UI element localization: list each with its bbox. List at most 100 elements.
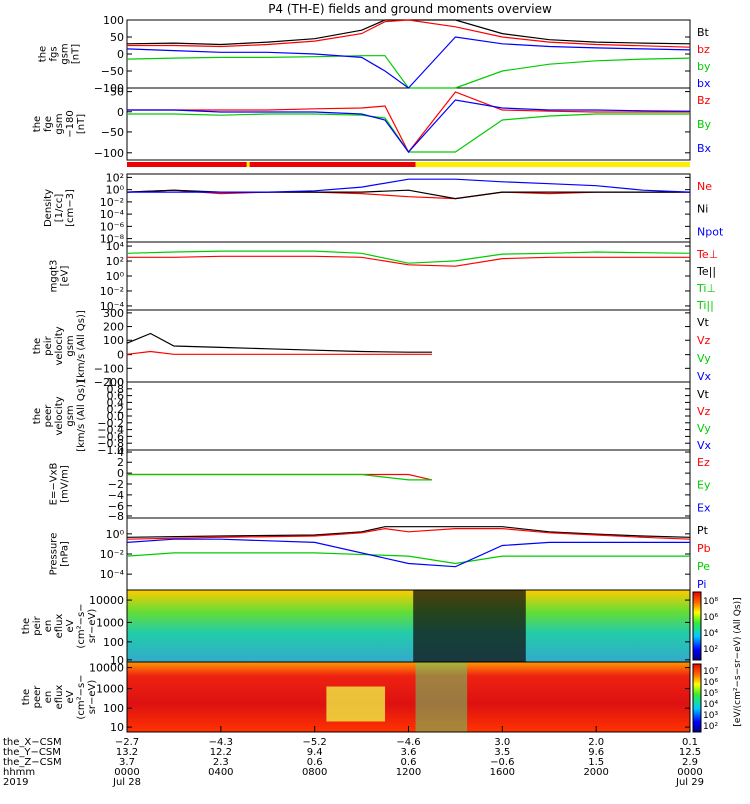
y-tick-label: 10 (110, 654, 124, 667)
y-tick-label: 1000 (96, 616, 124, 629)
y-tick-label: 10⁻⁴ (100, 568, 125, 581)
series-line-Npot (127, 178, 691, 193)
legend-entry: Bz (697, 94, 711, 107)
y-tick-label: 1000 (96, 683, 124, 696)
spectrogram-dark-region (413, 590, 526, 662)
legend-entry: Vt (697, 316, 710, 329)
legend-entry: Bt (697, 26, 710, 39)
y-tick-label: 10⁻⁸ (100, 233, 125, 246)
y-tick-label: 4 (117, 446, 124, 459)
y-tick-label: 10 (110, 721, 124, 734)
y-tick-label: −0.6 (97, 430, 124, 443)
y-tick-label: −6 (108, 500, 124, 513)
y-tick-label: −0.4 (97, 424, 124, 437)
y-tick-label: 10000 (89, 662, 124, 675)
series-line-Ti⊥ (126, 250, 691, 264)
y-axis-label-line: the (38, 46, 49, 62)
legend-entry: Ne (697, 180, 712, 193)
colorbar-top (692, 591, 702, 661)
spectrogram-green-region (415, 662, 468, 732)
y-tick-label: 10² (106, 171, 124, 184)
y-tick-label: 10⁻⁴ (100, 300, 125, 313)
panel-fgs: 100 50 0 −50 −100 thefgsgsm[nT] Bt bz by bx (38, 14, 711, 95)
y-axis-label-line: [km/s (All Qs)] (76, 310, 87, 382)
legend-entry: By (697, 118, 712, 131)
x-tick-label: Jul 29 (675, 777, 704, 788)
legend-entry: Pb (697, 542, 711, 555)
spectrogram-yellow-region (326, 686, 386, 722)
series-line-Te⊥ (127, 255, 690, 267)
colorbar-tick-label: 10² (703, 722, 718, 732)
y-tick-label: 200 (103, 321, 124, 334)
y-tick-label: −0.8 (97, 437, 124, 450)
x-tick-label: 0.6 (307, 757, 323, 768)
y-axis-label-line: sr−eV) (87, 609, 98, 644)
y-tick-label: 0 (117, 106, 124, 119)
x-tick-label: 2.0 (588, 737, 604, 748)
colorbar-tick-label: 10² (703, 645, 718, 655)
legend-entry: Vt (697, 388, 710, 401)
series-line-Bz (127, 91, 690, 154)
legend-entry: Ti⊥ (696, 282, 716, 295)
y-tick-label: −50 (101, 126, 124, 139)
y-axis-label-line: peir (43, 335, 54, 355)
y-axis-label: thefgsgsm[nT] (38, 43, 82, 64)
x-row-label: the_X−CSM (3, 737, 62, 748)
y-axis-label-line: sr−eV) (87, 680, 98, 715)
y-tick-label: 100 (103, 334, 124, 347)
y-tick-label: −4 (108, 489, 124, 502)
x-tick-label: 3.5 (494, 747, 510, 758)
series-line-Pt (126, 526, 691, 538)
y-axis-label-line: the (32, 338, 43, 354)
series-line-Vz (126, 350, 432, 355)
x-tick-label: 3.0 (494, 737, 510, 748)
y-axis-label-line: gsm (54, 113, 65, 134)
legend-entry: Ti|| (696, 299, 714, 312)
x-tick-label: −4.3 (209, 737, 233, 748)
panel-frame (126, 309, 691, 383)
x-tick-label: 0000 (677, 767, 702, 778)
y-axis-label-line: mgqt3 (49, 260, 60, 293)
y-axis-label-line: E=−VxB (49, 463, 60, 506)
colorbar-tick-label: 10⁷ (703, 667, 718, 677)
y-axis-label-line: [mV/m] (60, 465, 71, 503)
y-axis-label: mgqt3[eV] (49, 260, 71, 293)
y-tick-label: −1.0 (97, 444, 124, 457)
y-tick-label: 100 (103, 14, 124, 27)
panel-efield: 420−2−4−6−8 E=−VxB[mV/m] Ez Ey Ex (49, 446, 711, 523)
y-axis-label-line: eV (65, 690, 76, 703)
legend-entry: Vy (697, 352, 711, 365)
y-tick-label: −100 (94, 362, 124, 375)
legend-entry: by (697, 60, 711, 73)
y-axis-label-line: fgs (49, 46, 60, 61)
y-axis-label-line: (cm²−s− (76, 603, 87, 648)
y-tick-label: 10⁰ (106, 184, 125, 197)
y-axis-label: thefgegsm−180[nT] (32, 110, 87, 137)
x-tick-label: 1600 (490, 767, 515, 778)
y-tick-label: 10⁰ (106, 270, 125, 283)
y-tick-label: 300 (103, 307, 124, 320)
y-tick-label: 10⁻⁴ (100, 208, 125, 221)
y-axis-label-line: peir (32, 615, 43, 635)
y-axis-label-line: −180 (65, 110, 76, 137)
series-line-Pi (126, 538, 690, 568)
y-tick-label: −8 (108, 510, 124, 523)
panel-peer_vel: 1.00.80.60.40.20.0−0.2−0.4−0.6−0.8−1.0 th… (32, 376, 712, 457)
plot-title: P4 (TH-E) fields and ground moments over… (268, 2, 552, 16)
y-tick-label: 10⁻⁶ (100, 220, 125, 233)
colorbar-tick-label: 10⁶ (703, 613, 718, 623)
y-axis-label-line: peer (43, 404, 54, 428)
y-axis-label: E=−VxB[mV/m] (49, 463, 71, 506)
y-axis-label-line: eV (65, 619, 76, 632)
series-line-Vt (126, 332, 432, 353)
y-tick-label: −100 (94, 82, 124, 95)
y-axis-label-line: the (21, 618, 32, 634)
y-axis-label-line: [nT] (76, 114, 87, 134)
panel-peer_spec: 10000 1000 100 10 thepeerenefluxeV(cm²−s−sr−… (21, 661, 691, 734)
y-tick-label: 0.6 (107, 390, 125, 403)
y-axis-label-line: gsm (65, 335, 76, 356)
series-line-Pe (126, 552, 690, 565)
y-axis-label-line: Density (43, 189, 54, 227)
